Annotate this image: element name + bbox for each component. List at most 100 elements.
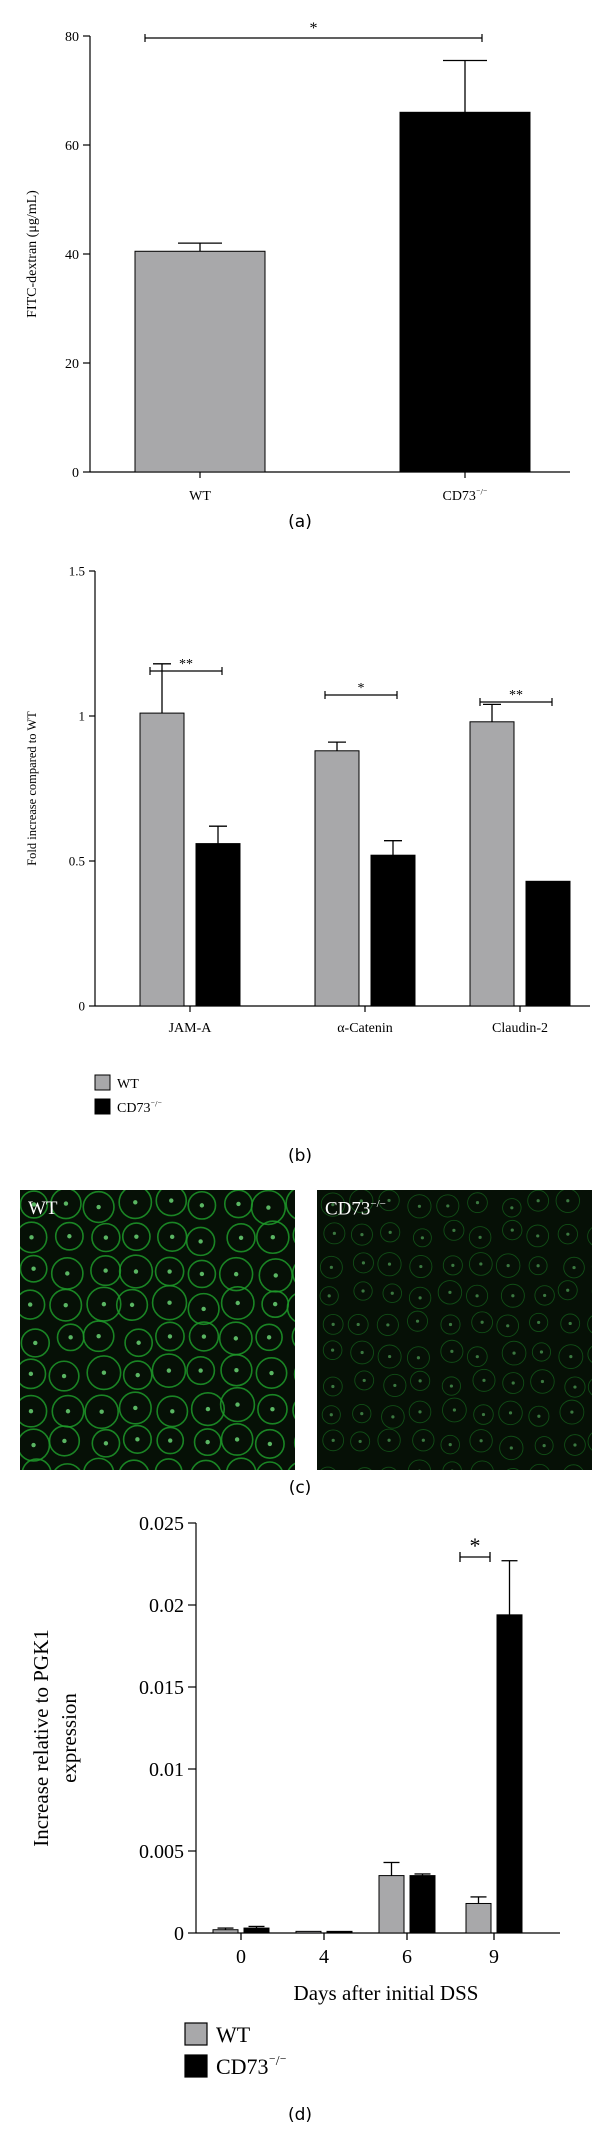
crypt-ring <box>560 1313 581 1334</box>
bar-2-1 <box>409 1875 436 1934</box>
crypt-ring <box>291 1263 295 1283</box>
crypt-lumen-dot <box>266 1205 271 1210</box>
crypt-ring <box>534 1436 554 1456</box>
crypt-ring <box>473 1404 494 1425</box>
crypt-lumen-dot <box>446 1204 450 1208</box>
crypt-ring <box>255 1323 283 1352</box>
crypt-ring <box>530 1369 555 1394</box>
crypt-lumen-dot <box>31 1266 36 1271</box>
crypt-ring <box>319 1286 339 1306</box>
crypt-lumen-dot <box>542 1444 546 1448</box>
crypt-ring <box>155 1190 188 1217</box>
crypt-lumen-dot <box>388 1354 392 1359</box>
crypt-ring <box>442 1255 463 1276</box>
crypt-lumen-dot <box>269 1370 274 1376</box>
crypt-ring <box>564 1376 586 1398</box>
panel-b-label: (b) <box>287 1146 313 1166</box>
crypt-lumen-dot <box>356 1322 360 1327</box>
crypt-lumen-dot <box>129 1302 135 1308</box>
crypt-ring <box>187 1259 217 1289</box>
crypt-ring <box>156 1221 188 1253</box>
crypt-lumen-dot <box>133 1405 138 1411</box>
x-tick-label-1: α-Catenin <box>337 1021 393 1036</box>
crypt-ring <box>20 1221 48 1254</box>
crypt-lumen-dot <box>388 1230 392 1234</box>
crypt-lumen-dot <box>31 1442 36 1448</box>
crypt-lumen-dot <box>205 1406 211 1412</box>
crypt-ring <box>350 1223 373 1246</box>
crypt-lumen-dot <box>511 1294 515 1298</box>
crypt-lumen-dot <box>236 1201 241 1207</box>
crypt-lumen-dot <box>387 1198 391 1203</box>
legend-label-1: CD73⁻/⁻ <box>216 2053 287 2079</box>
crypt-ring <box>467 1192 488 1213</box>
crypt-ring <box>500 1283 525 1308</box>
significance-star: ** <box>179 657 193 672</box>
crypt-ring <box>381 1405 405 1429</box>
crypt-lumen-dot <box>566 1199 570 1203</box>
crypt-ring <box>188 1321 220 1352</box>
crypt-ring <box>563 1464 584 1470</box>
crypt-ring <box>322 1340 343 1360</box>
crypt-lumen-dot <box>135 1372 140 1378</box>
crypt-ring <box>381 1466 397 1470</box>
crypt-lumen-dot <box>273 1273 278 1278</box>
crypt-ring <box>49 1288 83 1322</box>
crypt-lumen-dot <box>329 1265 333 1269</box>
crypt-ring <box>250 1190 287 1226</box>
bar-3-1 <box>496 1614 523 1934</box>
crypt-lumen-dot <box>390 1291 394 1295</box>
crypt-ring <box>154 1458 183 1470</box>
micrograph-cd73-label-sup: −/− <box>370 1198 386 1210</box>
crypt-ring <box>121 1222 151 1252</box>
crypt-lumen-dot <box>452 1228 456 1232</box>
crypt-lumen-dot <box>570 1410 574 1414</box>
crypt-lumen-dot <box>359 1199 363 1203</box>
crypt-lumen-dot <box>448 1290 452 1294</box>
crypt-ring <box>407 1310 429 1332</box>
crypt-lumen-dot <box>448 1322 453 1327</box>
crypt-lumen-dot <box>201 1306 206 1312</box>
crypt-ring <box>226 1223 256 1253</box>
crypt-lumen-dot <box>511 1381 515 1385</box>
legend-swatch-0 <box>94 1074 111 1091</box>
crypt-ring <box>86 1286 122 1322</box>
x-tick-label-1: CD73⁻/⁻ <box>442 486 487 504</box>
crypt-lumen-dot <box>417 1204 422 1208</box>
crypt-lumen-dot <box>475 1355 479 1359</box>
panel-d-label: (d) <box>287 2105 313 2125</box>
y-tick-label: 80 <box>65 30 79 45</box>
crypt-lumen-dot <box>169 1198 174 1203</box>
crypt-lumen-dot <box>270 1235 276 1240</box>
crypt-lumen-dot <box>270 1407 275 1412</box>
crypt-ring <box>408 1286 432 1310</box>
legend-swatch-1 <box>184 2054 208 2078</box>
crypt-ring <box>501 1340 527 1366</box>
bar-2-0 <box>378 1875 405 1934</box>
crypt-lumen-dot <box>266 1335 272 1340</box>
crypt-lumen-dot <box>235 1300 240 1306</box>
crypt-ring <box>529 1312 549 1332</box>
bar-1-1 <box>370 854 416 1007</box>
crypt-lumen-dot <box>419 1264 423 1269</box>
significance-star: ** <box>509 688 523 703</box>
crypt-lumen-dot <box>67 1234 72 1239</box>
crypt-ring <box>526 1224 550 1248</box>
crypt-lumen-dot <box>452 1408 457 1412</box>
crypt-lumen-dot <box>331 1348 335 1352</box>
y-axis-label: FITC-dextran (μg/mL) <box>25 190 40 318</box>
crypt-lumen-dot <box>573 1385 577 1389</box>
panel-c: WT CD73−/− (c) <box>0 1190 600 1498</box>
crypt-ring <box>409 1255 433 1279</box>
crypt-lumen-dot <box>167 1269 172 1274</box>
crypt-lumen-dot <box>29 1235 34 1240</box>
crypt-ring <box>20 1358 47 1390</box>
crypt-lumen-dot <box>233 1271 239 1277</box>
crypt-ring <box>469 1429 493 1453</box>
crypt-ring <box>186 1356 216 1386</box>
crypt-ring <box>412 1429 435 1452</box>
crypt-lumen-dot <box>65 1409 71 1414</box>
crypt-lumen-dot <box>33 1340 38 1346</box>
crypt-lumen-dot <box>393 1383 397 1388</box>
crypt-lumen-dot <box>136 1340 141 1345</box>
